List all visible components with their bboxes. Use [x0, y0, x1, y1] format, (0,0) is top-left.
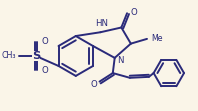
Text: CH₃: CH₃ [1, 52, 16, 60]
Text: S: S [32, 51, 40, 61]
Text: Me: Me [151, 34, 162, 43]
Text: O: O [42, 37, 48, 46]
Text: HN: HN [95, 19, 108, 28]
Text: O: O [131, 8, 138, 17]
Text: N: N [118, 56, 124, 65]
Text: O: O [91, 80, 98, 89]
Text: O: O [42, 66, 48, 75]
